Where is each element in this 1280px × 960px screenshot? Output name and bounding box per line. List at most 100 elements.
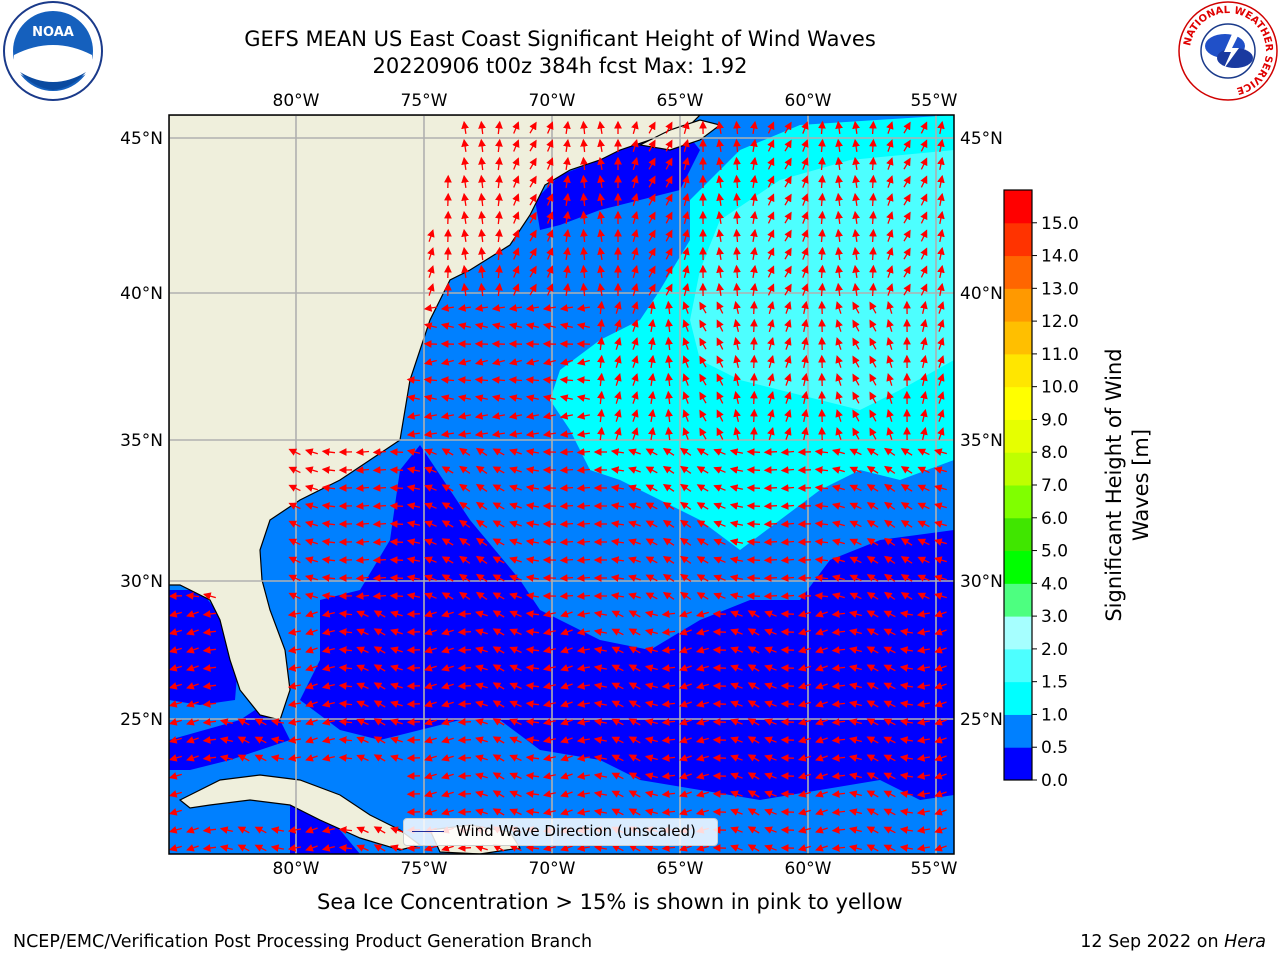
wind-wave-arrow (610, 484, 624, 492)
wind-wave-arrow (559, 430, 573, 438)
wind-wave-arrow (495, 192, 503, 207)
wind-wave-arrow (509, 520, 522, 528)
wind-wave-arrow (937, 264, 945, 279)
wind-wave-arrow (869, 337, 877, 350)
wind-wave-arrow (614, 427, 622, 440)
wind-wave-arrow (474, 358, 488, 366)
wind-wave-arrow (424, 520, 437, 528)
lon-tick-label: 55°W (911, 91, 958, 111)
wind-wave-arrow (648, 426, 656, 441)
wind-wave-arrow (372, 556, 387, 564)
wind-wave-arrow (934, 610, 947, 618)
wind-wave-arrow (593, 628, 608, 636)
wind-wave-arrow (525, 412, 540, 420)
wind-wave-arrow (849, 556, 862, 564)
wind-wave-arrow (767, 175, 775, 188)
wind-wave-arrow (440, 394, 454, 402)
wind-wave-arrow (474, 412, 489, 420)
wind-wave-arrow (767, 265, 775, 278)
wind-wave-arrow (559, 538, 574, 546)
wind-wave-arrow (903, 265, 911, 278)
wind-wave-arrow (372, 502, 387, 510)
wind-wave-arrow (559, 556, 574, 564)
wind-wave-arrow (355, 538, 370, 546)
wind-wave-arrow (202, 610, 217, 618)
wind-wave-arrow (733, 264, 741, 279)
wind-wave-arrow (648, 283, 656, 296)
lon-tick-label: 55°W (911, 859, 958, 879)
wind-wave-arrow (835, 192, 843, 206)
wind-wave-arrow (525, 394, 539, 402)
wind-wave-arrow (321, 484, 336, 492)
wind-wave-arrow (525, 520, 540, 528)
wind-wave-arrow (866, 538, 879, 546)
wind-wave-arrow (767, 408, 775, 422)
wind-wave-arrow (508, 430, 522, 438)
wind-wave-arrow (597, 354, 605, 369)
wind-wave-arrow (869, 228, 877, 243)
wind-wave-arrow (457, 664, 472, 672)
wind-wave-arrow (406, 430, 420, 438)
wind-wave-arrow (321, 466, 336, 474)
wind-wave-arrow (628, 556, 641, 564)
wind-wave-arrow (886, 175, 894, 188)
wind-wave-arrow (580, 138, 588, 153)
wind-wave-arrow (546, 157, 554, 170)
wind-wave-arrow (933, 538, 947, 546)
wind-wave-arrow (441, 574, 454, 582)
wind-wave-arrow (495, 138, 503, 153)
wind-wave-arrow (680, 519, 692, 528)
wind-wave-arrow (662, 519, 675, 528)
wind-wave-arrow (406, 376, 421, 384)
wind-wave-arrow (542, 322, 556, 330)
wind-wave-arrow (937, 120, 945, 135)
wind-wave-arrow (492, 556, 505, 564)
wind-wave-arrow (440, 376, 455, 384)
colorbar-bin (1004, 386, 1032, 420)
wind-wave-arrow (508, 412, 523, 420)
wind-wave-arrow (559, 304, 573, 312)
wind-wave-arrow (750, 390, 758, 405)
wind-wave-arrow (900, 484, 913, 492)
wind-wave-arrow (886, 193, 894, 206)
wind-wave-arrow (427, 283, 435, 296)
wind-wave-arrow (764, 610, 777, 618)
wind-wave-arrow (852, 337, 860, 350)
wind-wave-arrow (645, 574, 658, 582)
wind-wave-arrow (542, 376, 557, 384)
wind-wave-arrow (866, 502, 879, 510)
wind-wave-arrow (356, 628, 369, 636)
wind-wave-arrow (406, 394, 420, 402)
wind-wave-arrow (631, 319, 639, 332)
wind-wave-arrow (869, 282, 877, 297)
wind-wave-arrow (746, 538, 761, 546)
wind-wave-arrow (457, 304, 471, 312)
wind-wave-arrow (780, 520, 795, 528)
wind-wave-arrow (610, 502, 624, 510)
wind-wave-arrow (784, 391, 792, 404)
wind-wave-arrow (746, 592, 761, 600)
wind-wave-arrow (631, 228, 639, 242)
wind-wave-arrow (288, 574, 301, 582)
colorbar-tick-label: 8.0 (1041, 443, 1068, 463)
wind-wave-arrow (937, 228, 945, 243)
wind-wave-arrow (631, 246, 639, 260)
wind-wave-arrow (835, 282, 843, 296)
wind-wave-arrow (372, 574, 387, 582)
wind-wave-arrow (186, 646, 199, 654)
wind-wave-arrow (423, 430, 437, 438)
lon-ticks-top: 80°W 75°W 70°W 65°W 60°W 55°W (273, 91, 958, 111)
wind-wave-arrow (750, 192, 758, 207)
wind-wave-arrow (424, 538, 437, 546)
wind-wave-arrow (509, 646, 522, 654)
wind-wave-arrow (900, 592, 913, 600)
wind-wave-arrow (917, 538, 930, 546)
wind-wave-arrow (631, 301, 639, 314)
wind-wave-arrow (733, 192, 741, 207)
wind-wave-arrow (665, 336, 673, 351)
wind-wave-arrow (917, 556, 930, 564)
wind-wave-arrow (529, 157, 537, 170)
colorbar-tick-label: 6.0 (1041, 509, 1068, 529)
wind-wave-arrow (679, 628, 692, 636)
wind-wave-arrow (580, 210, 588, 225)
